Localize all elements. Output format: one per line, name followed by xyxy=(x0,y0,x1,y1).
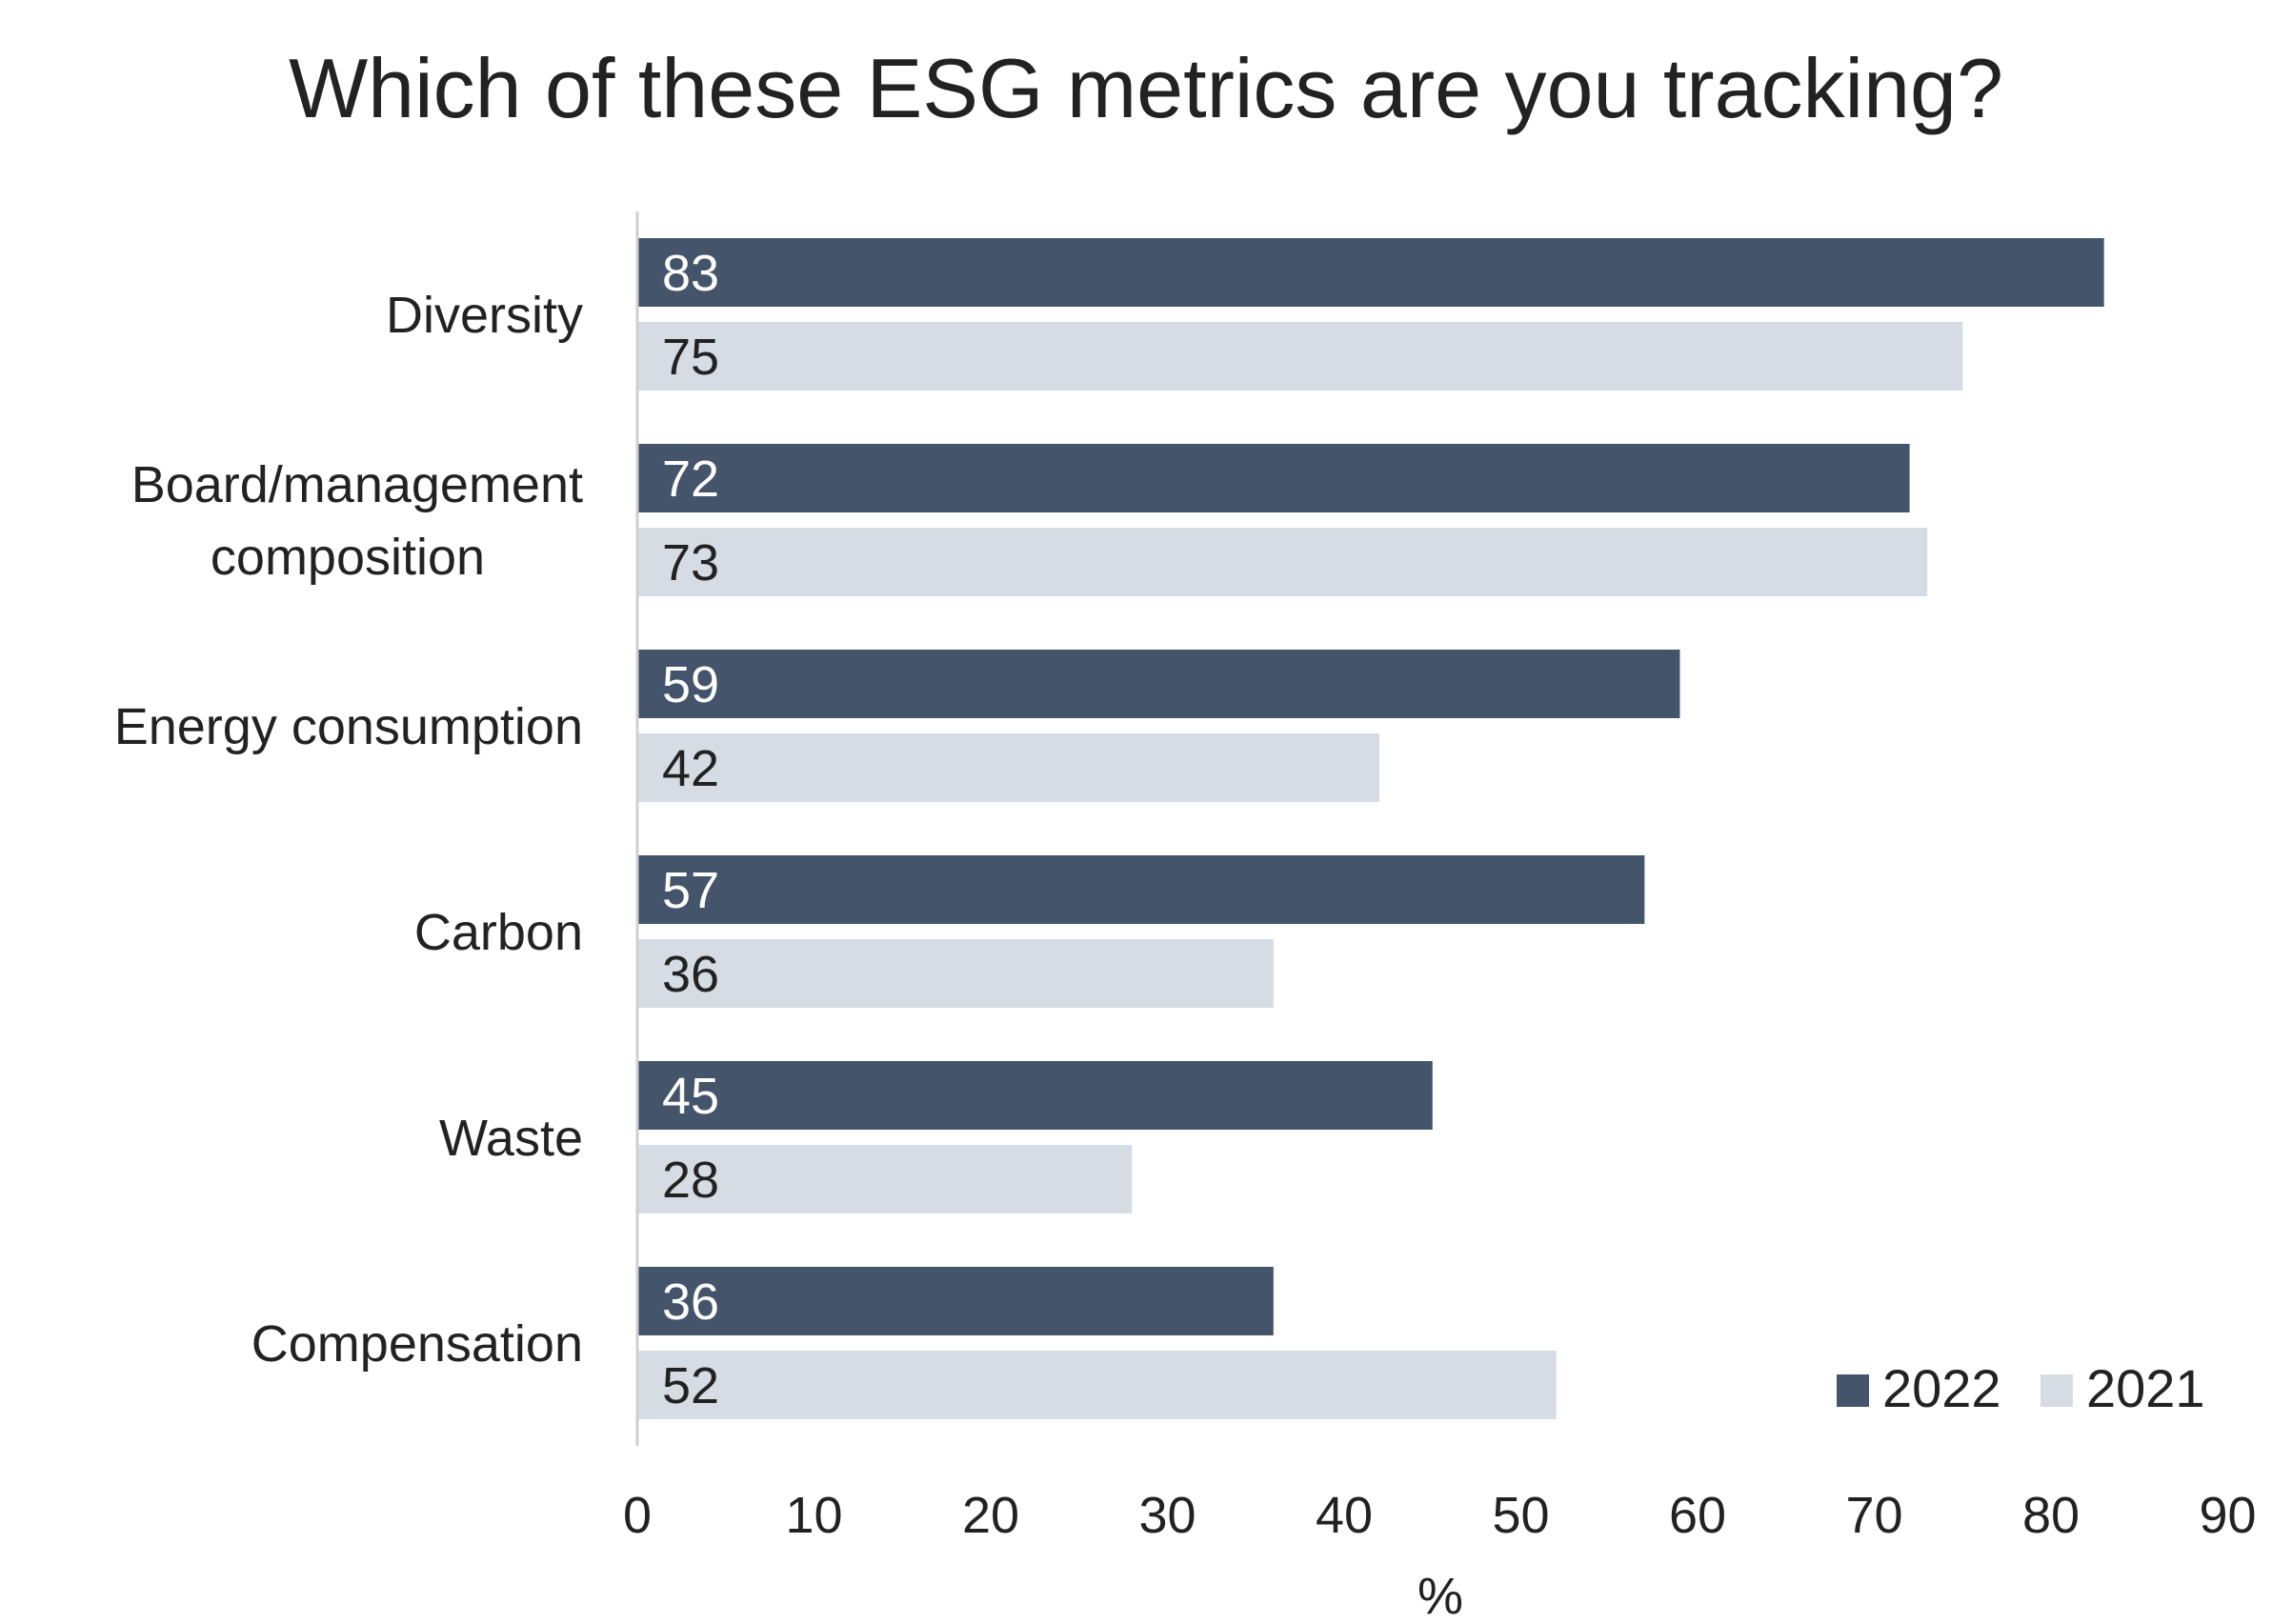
data-label: 52 xyxy=(662,1357,719,1414)
bar-2021-4 xyxy=(637,1145,1133,1213)
chart-title: Which of these ESG metrics are you track… xyxy=(289,41,2003,135)
category-label: Compensation xyxy=(251,1315,583,1373)
data-label: 72 xyxy=(662,451,719,508)
x-tick-label: 60 xyxy=(1669,1487,1726,1544)
bar-2022-3 xyxy=(637,855,1645,924)
x-tick-label: 80 xyxy=(2022,1487,2080,1544)
data-label: 36 xyxy=(662,946,719,1003)
data-label: 28 xyxy=(662,1152,719,1209)
data-label: 42 xyxy=(662,740,719,797)
category-label: Energy consumption xyxy=(114,698,583,755)
data-label: 73 xyxy=(662,534,719,591)
bar-2021-2 xyxy=(637,733,1380,802)
bar-2022-1 xyxy=(637,444,1910,512)
bar-2022-5 xyxy=(637,1267,1274,1335)
data-label: 45 xyxy=(662,1068,719,1125)
x-tick-label: 50 xyxy=(1492,1487,1549,1544)
x-tick-label: 40 xyxy=(1316,1487,1373,1544)
x-axis-title: % xyxy=(1417,1568,1463,1624)
category-label: composition xyxy=(211,529,485,586)
category-label: Waste xyxy=(439,1110,583,1167)
bar-2022-2 xyxy=(637,650,1680,718)
category-label: Board/management xyxy=(131,456,583,513)
data-label: 36 xyxy=(662,1273,719,1331)
data-label: 57 xyxy=(662,862,719,919)
data-label: 59 xyxy=(662,656,719,713)
legend-swatch-2022 xyxy=(1837,1374,1869,1407)
x-tick-label: 10 xyxy=(785,1487,842,1544)
data-labels-layer: 83 75 72 73 59 42 57 36 45 28 36 52 xyxy=(662,245,719,1414)
legend: 2022 2021 xyxy=(1837,1358,2205,1418)
bar-2021-5 xyxy=(637,1351,1557,1419)
x-tick-label: 90 xyxy=(2199,1487,2256,1544)
legend-label: 2022 xyxy=(1882,1358,2001,1418)
bar-2022-4 xyxy=(637,1061,1433,1130)
x-tick-label: 0 xyxy=(623,1487,652,1544)
bar-2022-0 xyxy=(637,238,2104,307)
data-label: 75 xyxy=(662,329,719,386)
data-label: 83 xyxy=(662,245,719,302)
legend-label: 2021 xyxy=(2086,1358,2205,1418)
bars-layer xyxy=(637,238,2104,1419)
bar-2021-1 xyxy=(637,528,1928,596)
category-labels-layer: Diversity Board/management composition Ener… xyxy=(114,287,583,1373)
x-tick-label: 30 xyxy=(1138,1487,1196,1544)
bar-2021-0 xyxy=(637,322,1963,391)
x-tick-label: 70 xyxy=(1845,1487,1902,1544)
x-axis-layer: 0 10 20 30 40 50 60 70 80 90% xyxy=(623,211,2257,1624)
legend-swatch-2021 xyxy=(2041,1374,2073,1407)
x-tick-label: 20 xyxy=(962,1487,1019,1544)
bar-2021-3 xyxy=(637,939,1274,1008)
category-label: Carbon xyxy=(414,904,583,961)
category-label: Diversity xyxy=(386,287,583,344)
